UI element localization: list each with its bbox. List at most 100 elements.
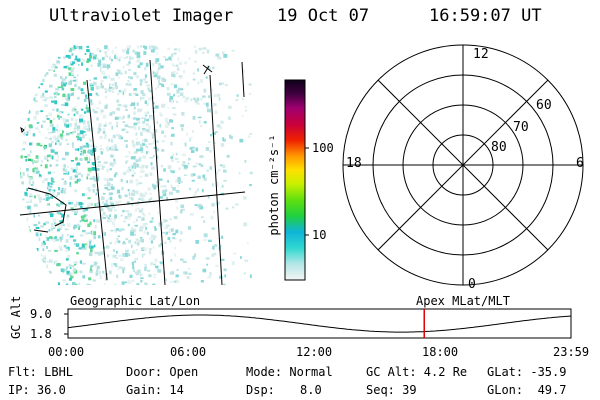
- emission-pixel: [59, 220, 63, 223]
- emission-pixel: [103, 231, 105, 234]
- emission-pixel: [48, 249, 52, 252]
- emission-pixel: [138, 182, 143, 185]
- emission-pixel: [131, 261, 134, 266]
- emission-pixel: [55, 259, 58, 263]
- emission-pixel: [60, 190, 63, 194]
- geographic-grid: [19, 59, 246, 285]
- emission-pixel: [85, 154, 88, 157]
- mlt-label-18: 18: [346, 156, 362, 171]
- emission-pixel: [53, 129, 56, 133]
- emission-pixel: [141, 208, 144, 211]
- emission-pixel: [96, 57, 99, 60]
- emission-pixel: [62, 130, 64, 134]
- emission-pixel: [131, 165, 134, 169]
- emission-pixel: [70, 235, 74, 238]
- emission-pixel: [113, 209, 117, 212]
- emission-pixel: [218, 201, 220, 204]
- emission-pixel: [84, 157, 88, 161]
- emission-pixel: [65, 151, 69, 156]
- emission-pixel: [131, 174, 135, 177]
- emission-pixel: [86, 173, 90, 177]
- emission-pixel: [49, 259, 53, 263]
- emission-pixel: [189, 138, 191, 142]
- emission-pixel: [139, 83, 142, 86]
- emission-pixel: [50, 227, 53, 231]
- emission-pixel: [153, 146, 157, 149]
- emission-pixel: [169, 170, 172, 173]
- emission-pixel: [99, 135, 103, 139]
- emission-pixel: [183, 69, 186, 74]
- emission-pixel: [55, 88, 60, 91]
- emission-pixel: [214, 131, 218, 133]
- emission-pixel: [56, 263, 61, 266]
- emission-pixel: [146, 269, 151, 272]
- emission-pixel: [122, 104, 126, 107]
- emission-pixel: [111, 138, 113, 143]
- emission-pixel: [125, 160, 129, 163]
- emission-pixel: [22, 141, 27, 145]
- emission-pixel: [111, 125, 113, 130]
- emission-pixel: [131, 197, 134, 201]
- emission-pixel: [220, 143, 225, 147]
- emission-pixel: [60, 201, 64, 205]
- emission-pixel: [81, 62, 83, 66]
- emission-pixel: [188, 57, 191, 60]
- emission-pixel: [222, 137, 225, 141]
- emission-pixel: [109, 112, 113, 116]
- emission-pixel: [92, 81, 97, 86]
- emission-pixel: [108, 88, 112, 92]
- emission-pixel: [116, 228, 119, 231]
- emission-pixel: [144, 263, 147, 268]
- emission-pixel: [116, 274, 119, 279]
- emission-pixel: [154, 72, 159, 76]
- emission-pixel: [123, 220, 126, 223]
- emission-pixel: [142, 93, 146, 97]
- emission-pixel: [53, 239, 56, 243]
- emission-pixel: [73, 239, 77, 242]
- emission-pixel: [66, 132, 70, 136]
- emission-pixel: [87, 120, 90, 125]
- emission-pixel: [97, 173, 100, 177]
- emission-pixel: [116, 69, 120, 72]
- emission-pixel: [68, 81, 72, 85]
- emission-pixel: [192, 130, 194, 133]
- emission-pixel: [148, 274, 152, 278]
- emission-pixel: [88, 277, 92, 281]
- emission-pixel: [57, 114, 60, 118]
- emission-pixel: [102, 114, 107, 119]
- emission-pixel: [219, 275, 223, 279]
- emission-pixel: [127, 48, 130, 51]
- emission-pixel: [60, 81, 64, 85]
- emission-pixel: [32, 180, 35, 185]
- emission-pixel: [58, 112, 62, 114]
- emission-pixel: [55, 163, 59, 167]
- emission-pixel: [73, 113, 76, 117]
- emission-pixel: [127, 80, 130, 82]
- mlt-label-6: 6: [576, 156, 584, 171]
- emission-pixel: [20, 172, 22, 175]
- x-tick-label: 06:00: [170, 345, 207, 359]
- emission-pixel: [86, 232, 91, 234]
- emission-pixel: [107, 254, 109, 258]
- emission-pixel: [146, 118, 150, 122]
- emission-pixel: [125, 108, 128, 111]
- emission-pixel: [67, 165, 70, 169]
- emission-pixel: [24, 206, 28, 209]
- emission-pixel: [25, 134, 29, 136]
- emission-pixel: [69, 267, 72, 269]
- emission-pixel: [178, 61, 183, 65]
- emission-pixel: [162, 185, 167, 188]
- emission-pixel: [36, 168, 39, 171]
- emission-pixel: [155, 265, 159, 269]
- emission-pixel: [63, 188, 67, 191]
- emission-pixel: [27, 158, 32, 161]
- emission-pixel: [96, 107, 100, 110]
- emission-pixel: [175, 189, 180, 193]
- emission-pixel: [27, 117, 30, 121]
- emission-pixel: [85, 244, 90, 249]
- emission-pixel: [126, 180, 128, 184]
- emission-pixel: [156, 181, 159, 184]
- emission-pixel: [61, 233, 64, 238]
- emission-pixel: [58, 117, 60, 120]
- emission-pixel: [81, 243, 85, 247]
